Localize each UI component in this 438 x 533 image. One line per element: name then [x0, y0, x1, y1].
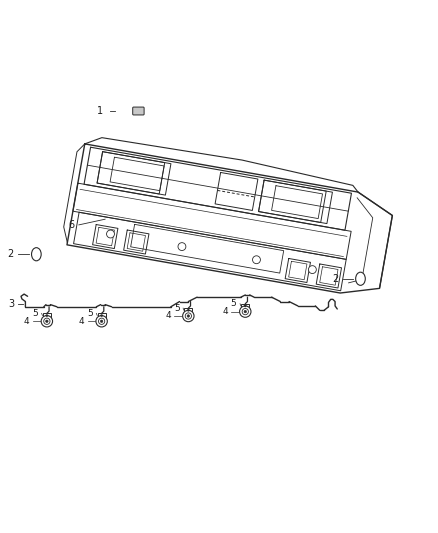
Circle shape [99, 318, 105, 325]
FancyBboxPatch shape [133, 107, 144, 115]
Text: 4: 4 [165, 311, 171, 320]
Text: 5: 5 [32, 309, 38, 318]
Bar [241, 304, 249, 308]
Circle shape [187, 309, 190, 312]
Circle shape [253, 256, 261, 264]
Circle shape [46, 320, 48, 322]
Text: 5: 5 [231, 299, 237, 308]
Text: 2: 2 [7, 249, 13, 259]
Circle shape [100, 320, 103, 322]
Circle shape [41, 316, 53, 327]
Circle shape [308, 265, 316, 273]
Text: 5: 5 [174, 304, 180, 313]
Ellipse shape [356, 272, 365, 285]
Text: 6: 6 [68, 220, 74, 230]
Circle shape [106, 230, 114, 238]
Circle shape [187, 315, 190, 317]
Circle shape [242, 309, 248, 315]
Circle shape [185, 313, 191, 319]
Circle shape [46, 314, 48, 317]
Text: 4: 4 [222, 307, 228, 316]
Circle shape [244, 310, 247, 313]
Circle shape [244, 304, 247, 307]
Bar [184, 308, 192, 312]
Circle shape [44, 318, 50, 325]
Circle shape [96, 316, 107, 327]
Bar [98, 313, 106, 318]
Text: 5: 5 [87, 309, 93, 318]
Circle shape [183, 310, 194, 322]
Bar [43, 313, 51, 318]
Text: 1: 1 [97, 106, 103, 116]
Circle shape [100, 314, 103, 317]
Circle shape [240, 306, 251, 317]
Text: 2: 2 [332, 274, 338, 284]
Text: 3: 3 [8, 298, 14, 309]
Ellipse shape [32, 248, 41, 261]
Text: 4: 4 [78, 317, 84, 326]
Circle shape [178, 243, 186, 251]
Text: 4: 4 [24, 317, 29, 326]
